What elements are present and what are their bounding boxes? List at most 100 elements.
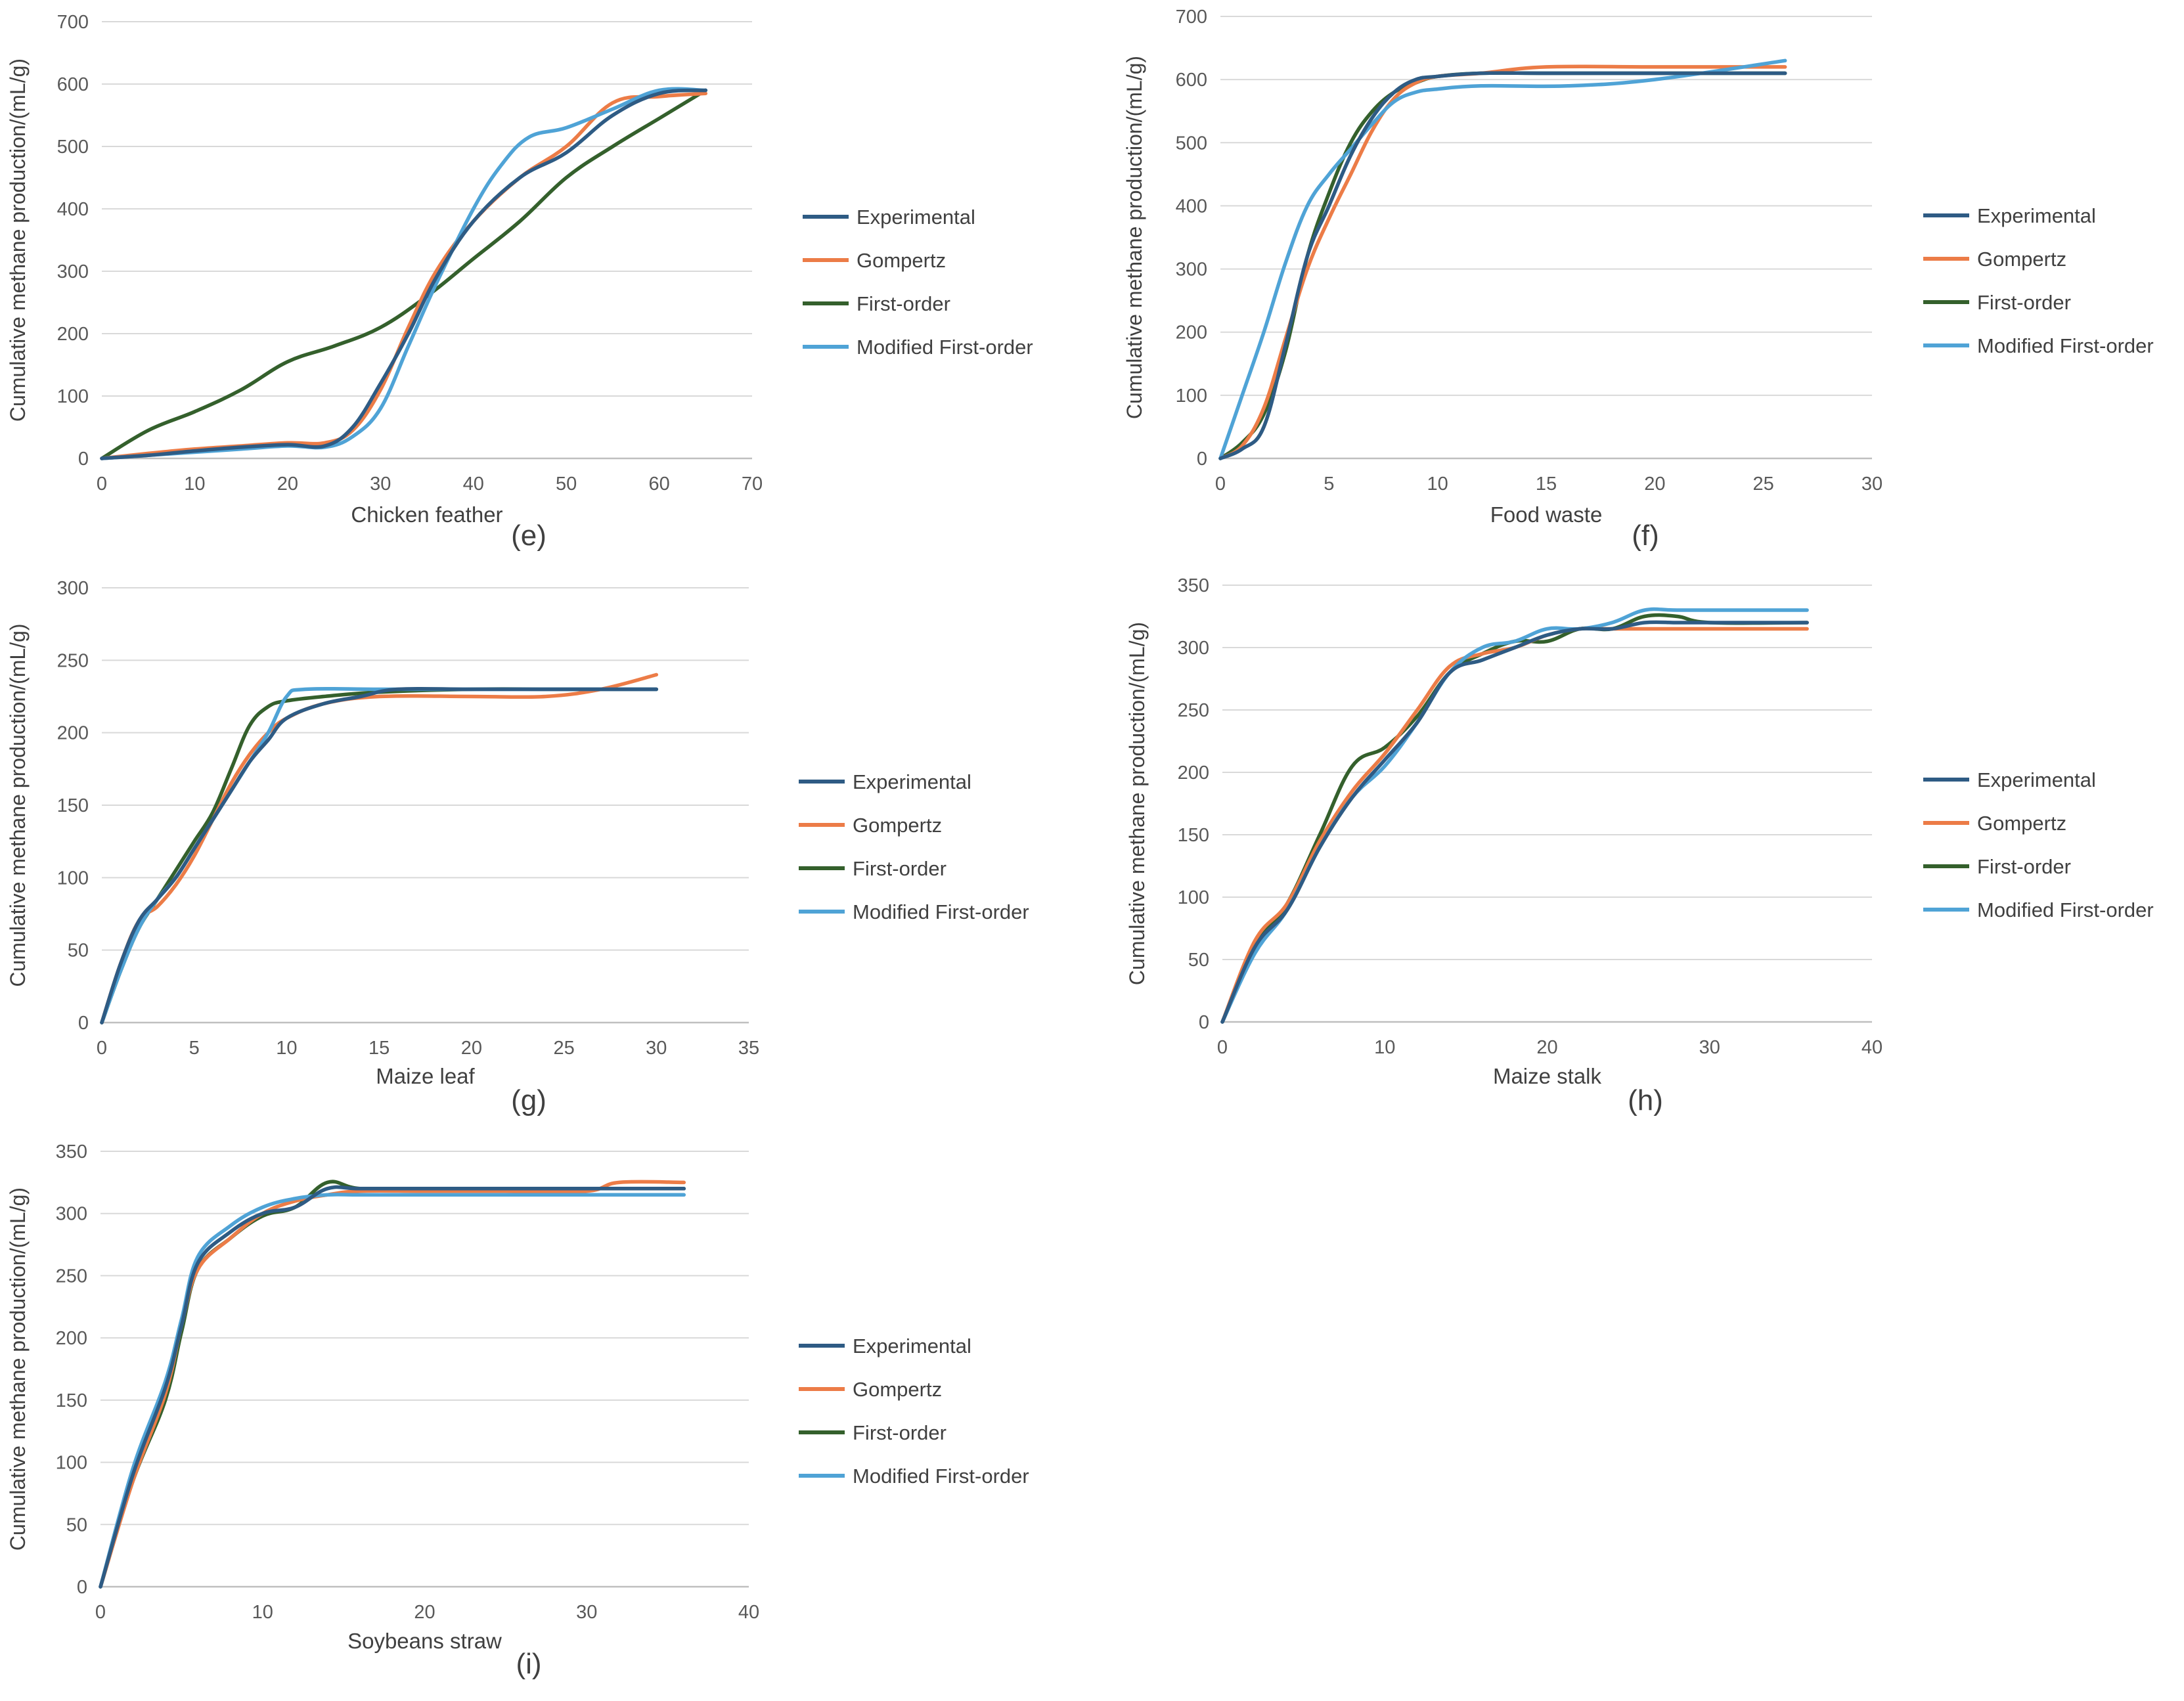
y-tick-label: 300: [57, 578, 89, 599]
x-tick-label: 40: [738, 1602, 759, 1623]
legend-entry: Experimental: [1977, 768, 2096, 791]
y-tick-label: 200: [56, 1328, 87, 1349]
legend: Experimental Gompertz First-order Modified …: [1923, 768, 2154, 921]
y-tick-label: 50: [68, 940, 89, 961]
legend-entry: Modified First-order: [1977, 898, 2154, 921]
y-tick-label: 100: [57, 386, 89, 407]
legend-entry: Gompertz: [1977, 812, 2066, 835]
panel-label: (i): [516, 1648, 541, 1680]
legend: Experimental Gompertz First-order Modified …: [799, 770, 1029, 923]
y-axis-title: Cumulative methane production/(mL/g): [6, 1187, 30, 1551]
chart-panel-g: 0 50 100 150 200 250 300 0 5 10 15 20 25 30 35 Maize le…: [6, 578, 1029, 1116]
series-line-first-order: [100, 687, 659, 1025]
x-tick-label: 20: [277, 474, 298, 495]
legend-entry: Modified First-order: [853, 900, 1029, 923]
x-tick-label: 10: [252, 1602, 273, 1623]
y-tick-label: 600: [1176, 70, 1207, 91]
x-tick-label: 10: [184, 474, 205, 495]
series-line-modified-first-order: [1218, 58, 1787, 460]
x-tick-label: 0: [1217, 1037, 1228, 1058]
x-tick-label: 20: [461, 1038, 482, 1059]
series-line-gompertz: [99, 1180, 686, 1589]
x-tick-label: 30: [576, 1602, 597, 1623]
x-axis-title: Maize leaf: [376, 1064, 475, 1088]
x-axis-title: Food waste: [1490, 502, 1603, 527]
y-axis-title: Cumulative methane production/(mL/g): [1125, 622, 1149, 985]
legend-entry: Modified First-order: [857, 336, 1033, 359]
legend-entry: Experimental: [853, 1335, 971, 1358]
series-line-gompertz: [100, 673, 659, 1025]
series-line-experimental: [100, 88, 708, 460]
series-line-modified-first-order: [99, 1193, 686, 1589]
y-tick-label: 300: [1176, 259, 1207, 280]
y-tick-label: 150: [57, 795, 89, 816]
series-line-first-order: [1220, 613, 1809, 1024]
x-tick-label: 25: [1753, 474, 1774, 495]
y-tick-label: 100: [1178, 887, 1209, 908]
x-tick-label: 20: [414, 1602, 435, 1623]
x-tick-label: 15: [368, 1038, 390, 1059]
x-tick-label: 5: [1324, 474, 1334, 495]
series-line-experimental: [1218, 71, 1787, 460]
x-tick-label: 30: [646, 1038, 667, 1059]
series-line-modified-first-order: [100, 87, 708, 460]
y-tick-label: 100: [1176, 386, 1207, 407]
x-axis-title: Chicken feather: [351, 502, 502, 527]
x-tick-label: 30: [1699, 1037, 1720, 1058]
legend-entry: First-order: [853, 1421, 947, 1444]
y-tick-label: 200: [57, 324, 89, 345]
y-tick-label: 250: [1178, 700, 1209, 721]
legend-entry: Gompertz: [1977, 248, 2066, 271]
x-tick-label: 10: [276, 1038, 297, 1059]
y-tick-label: 0: [77, 1577, 87, 1598]
x-tick-label: 0: [97, 474, 107, 495]
x-tick-label: 30: [1861, 474, 1883, 495]
y-tick-label: 50: [1188, 950, 1209, 971]
legend: Experimental Gompertz First-order Modified …: [803, 206, 1033, 359]
legend-entry: Gompertz: [853, 1378, 942, 1401]
y-tick-label: 250: [56, 1266, 87, 1287]
y-tick-label: 400: [57, 199, 89, 220]
x-axis-title: Maize stalk: [1493, 1064, 1602, 1088]
y-tick-label: 300: [57, 261, 89, 282]
legend-entry: Modified First-order: [1977, 334, 2154, 357]
y-tick-label: 0: [78, 1013, 89, 1034]
y-tick-label: 0: [78, 449, 89, 470]
y-tick-label: 0: [1197, 449, 1207, 470]
x-tick-label: 60: [648, 474, 669, 495]
series-line-gompertz: [1220, 627, 1809, 1024]
series-line-first-order: [99, 1180, 686, 1589]
x-tick-label: 0: [95, 1602, 106, 1623]
series-line-gompertz: [100, 91, 708, 460]
y-tick-label: 700: [1176, 7, 1207, 28]
chart-panel-e: 0 100 200 300 400 500 600 700 0 10 20 30 40 50 60 70 Chi…: [6, 12, 1033, 552]
legend-entry: First-order: [857, 292, 950, 315]
series-line-first-order: [100, 88, 708, 460]
x-tick-label: 25: [553, 1038, 574, 1059]
series-line-gompertz: [1218, 64, 1787, 460]
y-tick-label: 0: [1199, 1012, 1209, 1033]
y-tick-label: 600: [57, 74, 89, 95]
y-tick-label: 500: [57, 137, 89, 158]
legend: Experimental Gompertz First-order Modified …: [799, 1335, 1029, 1488]
y-tick-label: 350: [1178, 575, 1209, 596]
y-axis-title: Cumulative methane production/(mL/g): [6, 58, 30, 422]
legend-entry: First-order: [1977, 855, 2071, 878]
series-line-experimental: [1220, 620, 1809, 1024]
chart-panel-i: 0 50 100 150 200 250 300 350 0 10 20 30 40 Soybeans s…: [6, 1141, 1029, 1680]
x-tick-label: 30: [370, 474, 391, 495]
y-axis-title: Cumulative methane production/(mL/g): [1123, 56, 1146, 419]
x-tick-label: 5: [189, 1038, 200, 1059]
y-tick-label: 200: [57, 723, 89, 744]
y-tick-label: 350: [56, 1141, 87, 1162]
panel-label: (g): [511, 1084, 546, 1116]
y-tick-label: 700: [57, 12, 89, 33]
legend-entry: First-order: [1977, 291, 2071, 314]
x-tick-label: 20: [1644, 474, 1665, 495]
y-tick-label: 300: [56, 1204, 87, 1225]
x-tick-label: 40: [1861, 1037, 1883, 1058]
x-tick-label: 35: [738, 1038, 759, 1059]
legend-entry: Experimental: [853, 770, 971, 793]
y-tick-label: 150: [56, 1390, 87, 1411]
